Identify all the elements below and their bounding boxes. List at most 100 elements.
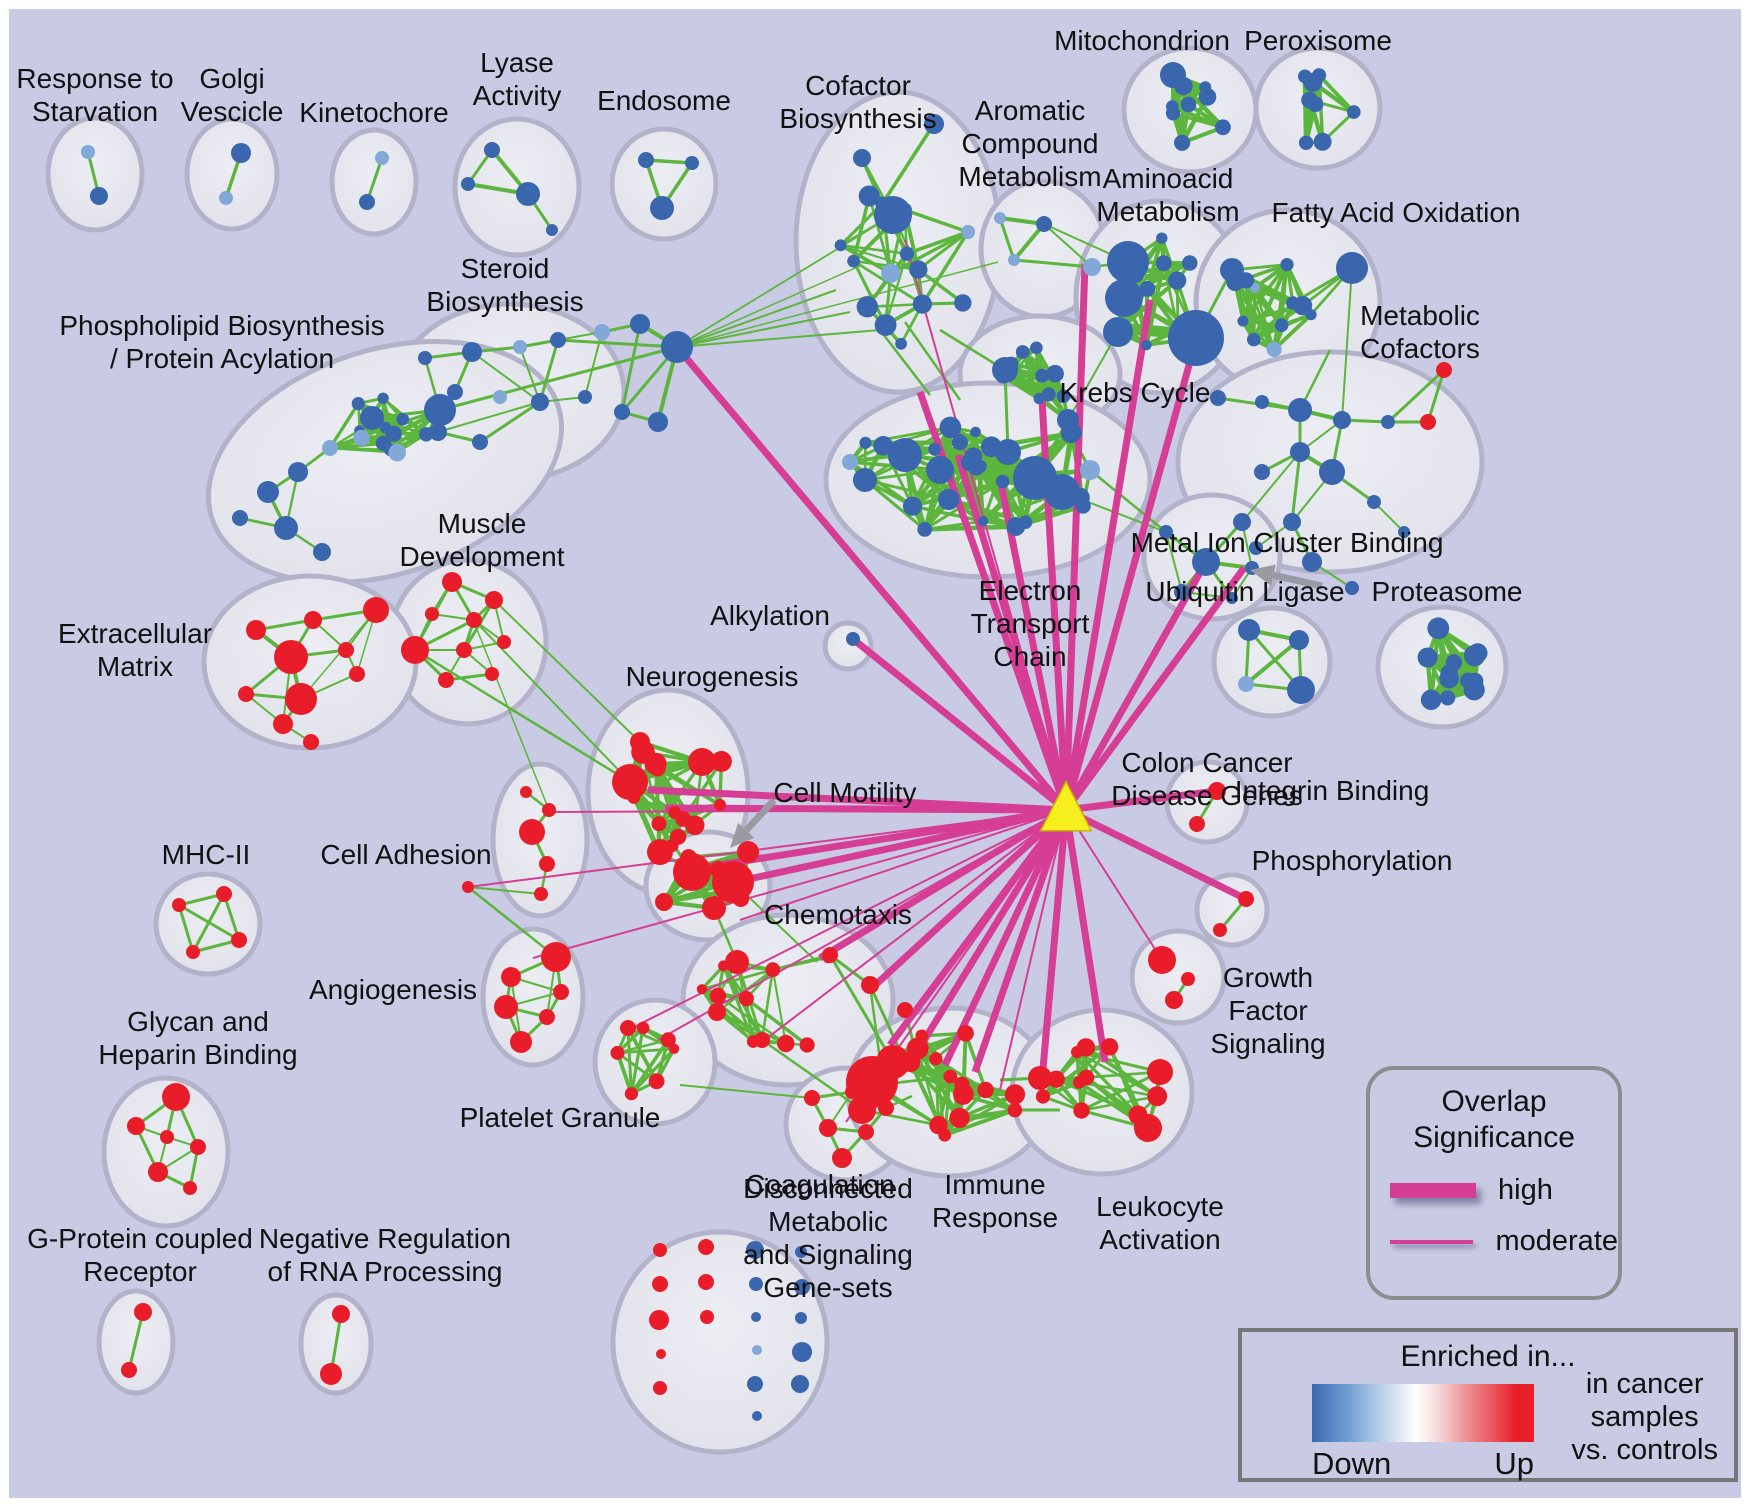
gene-set-node [493,390,507,404]
gene-overlap-edge [1426,369,1446,423]
gene-set-node [978,516,989,527]
cluster-label-aminoacid-metabolism: Metabolism [1096,196,1239,227]
gene-set-node [710,750,732,772]
gene-set-node [466,612,482,628]
gene-overlap-edge [222,893,241,941]
gene-overlap-edge [1145,237,1164,290]
gene-set-node [425,607,439,621]
gene-set-node [447,384,463,400]
gene-set-node [162,1083,190,1111]
cluster-ellipse-endosome [609,126,719,242]
gene-set-node [861,976,879,994]
gene-set-node [1345,581,1359,595]
cell-motility-arrow-head [730,822,755,848]
enrichment-gradient-bar [1312,1384,1534,1442]
gene-overlap-edge [761,1038,863,1112]
cluster-ellipse-phosphorylation [1194,872,1270,948]
gene-set-node [462,342,482,362]
gene-set-node [652,1276,668,1292]
gene-set-node [627,791,640,804]
gene-set-node [881,263,901,283]
cluster-label-growth-factor-signaling: Growth [1223,962,1313,993]
gene-set-node [698,1239,714,1255]
gene-set-node [1181,972,1195,986]
cluster-label-extracellular-matrix: Matrix [97,651,173,682]
gene-overlap-edge [1290,451,1302,523]
gene-overlap-edge [300,609,377,700]
gene-set-node [541,942,571,972]
gene-set-node [1174,76,1193,96]
gene-set-node [1156,232,1168,244]
gene-set-node [313,543,331,561]
gene-set-node [1427,617,1450,640]
significance-edge-high [850,636,1069,813]
metal-ion-arrow-head [1250,564,1276,586]
gene-overlap-edge [1241,451,1301,523]
gene-overlap-edge [676,261,999,348]
gene-set-node [853,149,871,167]
gene-set-node [1100,1038,1119,1056]
gene-set-node [1302,552,1322,572]
gene-set-node [513,340,527,354]
gene-set-node [718,960,729,972]
gene-overlap-edge [1165,531,1183,593]
gene-set-node [1115,288,1132,305]
gene-set-node [1237,272,1255,289]
gene-set-node [232,510,248,526]
gene-set-node [624,1087,639,1101]
gene-set-node [912,294,933,314]
gene-set-node [216,886,232,902]
gene-set-node [749,1277,763,1291]
gene-set-node [853,468,877,492]
gene-set-node [1073,1102,1090,1119]
cluster-label-g-protein: G-Protein coupled [27,1223,253,1254]
cluster-label-phospholipid: Phospholipid Biosynthesis [59,310,384,341]
gene-set-node [902,496,923,516]
cluster-label-disconnected: Metabolic [768,1206,888,1237]
gene-set-node [1033,392,1045,405]
gene-set-node [1289,630,1309,650]
gene-overlap-edge [679,1084,813,1099]
gene-set-node [1420,689,1442,710]
gene-set-node [121,1362,137,1378]
gene-set-node [1128,1105,1148,1125]
gene-overlap-edge [912,504,984,523]
gene-overlap-edge [864,478,926,531]
cluster-label-mhc-ii: MHC-II [162,839,251,870]
high-significance-label: high [1498,1174,1553,1206]
gene-set-node [1168,310,1224,366]
note-line1: in cancer [1585,1368,1704,1400]
gene-set-node [1159,525,1173,539]
gene-set-node [610,1045,625,1060]
gene-set-node [1005,368,1017,381]
gene-overlap-edge [328,402,360,449]
gene-set-node [1036,216,1052,232]
gene-set-node [994,212,1006,224]
gene-set-node [713,798,726,811]
gene-overlap-edge [840,244,919,271]
gene-set-node [638,152,654,168]
gene-set-node [668,806,681,819]
gene-set-node [1467,643,1488,663]
gene-overlap-edge [676,264,863,348]
gene-set-node [419,427,434,442]
gene-set-node [1226,592,1238,604]
gene-set-node [674,866,691,883]
gene-set-node [636,1021,650,1035]
gene-set-node [172,898,186,912]
gene-overlap-edge [1317,73,1356,114]
gene-set-node [630,314,650,334]
gene-overlap-edge [1386,368,1446,424]
gene-set-node [353,429,370,446]
cluster-label-aromatic-compound: Aromatic [975,95,1085,126]
gene-set-node [1266,341,1282,357]
gene-overlap-edge [1009,373,1041,400]
cluster-label-krebs-cycle: Krebs Cycle [1060,377,1211,408]
gene-set-node [461,177,475,191]
overlap-significance-legend: Overlap Significance high moderate [1366,1066,1622,1300]
gene-set-node [620,1020,636,1036]
gene-set-node [534,887,548,901]
gene-overlap-edge [771,969,787,1044]
gene-overlap-edge [617,1047,675,1055]
gene-overlap-edge [557,338,678,349]
